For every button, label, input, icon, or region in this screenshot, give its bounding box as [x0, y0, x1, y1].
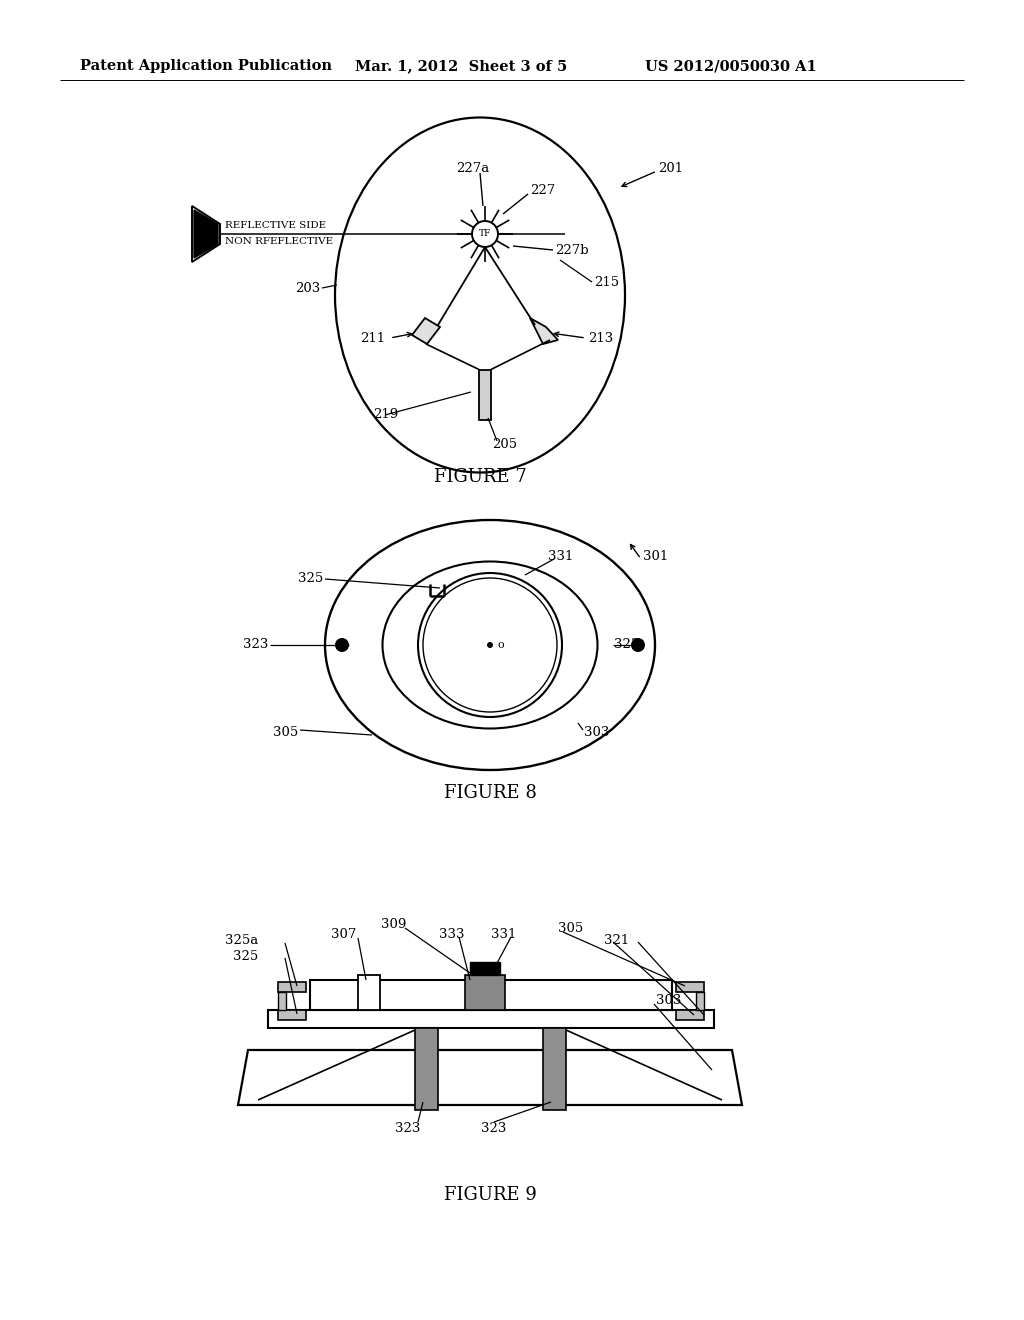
Text: 227: 227	[530, 183, 555, 197]
Text: 325: 325	[298, 572, 323, 585]
Bar	[676, 982, 705, 993]
Text: 331: 331	[492, 928, 517, 940]
Bar	[696, 993, 705, 1010]
Text: 321: 321	[604, 933, 630, 946]
Text: 201: 201	[658, 161, 683, 174]
Text: REFLECTIVE SIDE: REFLECTIVE SIDE	[225, 220, 326, 230]
Circle shape	[472, 220, 498, 247]
Text: 323: 323	[243, 639, 268, 652]
Bar	[268, 1010, 714, 1028]
Text: o: o	[497, 640, 504, 649]
Text: NON RFEFLECTIVE: NON RFEFLECTIVE	[225, 236, 333, 246]
Bar	[470, 962, 500, 975]
Text: 303: 303	[656, 994, 681, 1006]
Circle shape	[631, 638, 645, 652]
Polygon shape	[530, 318, 558, 345]
Circle shape	[335, 638, 349, 652]
Text: 203: 203	[295, 281, 319, 294]
Polygon shape	[412, 318, 440, 345]
Text: 305: 305	[272, 726, 298, 738]
Text: 309: 309	[381, 917, 407, 931]
Text: 331: 331	[548, 549, 573, 562]
Bar	[278, 993, 286, 1010]
Bar	[479, 370, 490, 420]
Text: 219: 219	[373, 408, 398, 421]
Text: 213: 213	[588, 331, 613, 345]
Text: 205: 205	[493, 438, 517, 451]
Text: FIGURE 9: FIGURE 9	[443, 1185, 537, 1204]
Text: 323: 323	[614, 639, 639, 652]
Bar	[676, 1010, 705, 1020]
Polygon shape	[238, 1049, 742, 1105]
Bar	[543, 1028, 566, 1110]
Bar	[278, 1010, 306, 1020]
Text: FIGURE 8: FIGURE 8	[443, 784, 537, 803]
Text: TF: TF	[479, 230, 492, 239]
Text: 325a: 325a	[224, 933, 258, 946]
Text: 323: 323	[481, 1122, 507, 1134]
Text: 211: 211	[359, 331, 385, 345]
Text: 333: 333	[439, 928, 465, 940]
Text: 325: 325	[232, 949, 258, 962]
Bar	[310, 979, 672, 1010]
Text: 215: 215	[594, 276, 620, 289]
Text: 305: 305	[558, 921, 584, 935]
Text: US 2012/0050030 A1: US 2012/0050030 A1	[645, 59, 817, 73]
Text: 307: 307	[332, 928, 356, 940]
Text: Mar. 1, 2012  Sheet 3 of 5: Mar. 1, 2012 Sheet 3 of 5	[355, 59, 567, 73]
Text: 227a: 227a	[457, 161, 489, 174]
Bar	[278, 982, 306, 993]
Text: FIGURE 7: FIGURE 7	[433, 469, 526, 486]
Text: Patent Application Publication: Patent Application Publication	[80, 59, 332, 73]
Bar	[415, 1028, 438, 1110]
Bar	[465, 975, 505, 1010]
Text: 301: 301	[643, 549, 669, 562]
Bar	[358, 975, 380, 1010]
Text: 323: 323	[395, 1122, 421, 1134]
Circle shape	[487, 642, 493, 648]
Text: 227b: 227b	[555, 243, 589, 256]
Text: 303: 303	[584, 726, 609, 738]
Polygon shape	[194, 210, 218, 257]
